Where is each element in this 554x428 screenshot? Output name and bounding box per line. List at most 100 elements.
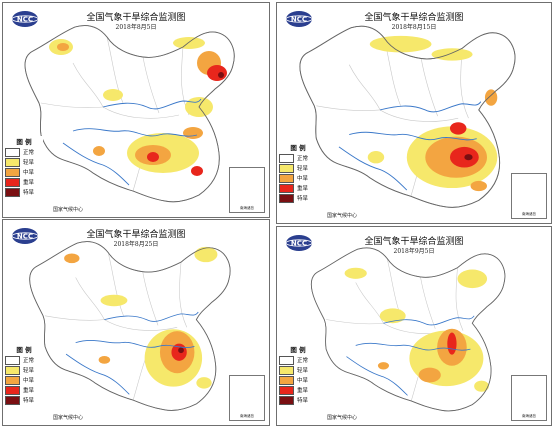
river — [75, 340, 195, 348]
china-border — [299, 25, 516, 208]
legend-swatch — [5, 157, 20, 167]
legend-swatch — [279, 385, 294, 395]
province-boundary — [316, 105, 381, 112]
legend-item: 轻旱 — [279, 163, 317, 173]
drought-area-light — [100, 294, 128, 307]
legend-label: 特旱 — [297, 196, 309, 202]
legend-item: 特旱 — [5, 187, 43, 197]
drought-area-light — [431, 48, 473, 61]
legend-label: 特旱 — [297, 398, 309, 404]
legend-label: 重旱 — [23, 388, 35, 394]
province-boundary — [326, 319, 384, 325]
legend-label: 轻旱 — [23, 368, 35, 374]
agency-label: 国家气候中心 — [327, 213, 358, 219]
legend-label: 正常 — [297, 156, 309, 162]
drought-map-panel-3: NCC 全国气象干旱综合监测图 2018年8月25日 图 例 正常 轻旱 中旱 重旱特… — [2, 219, 270, 426]
legend-label: 特旱 — [23, 190, 35, 196]
legend-label: 特旱 — [23, 398, 35, 404]
province-boundary — [75, 277, 105, 320]
map-legend: 图 例 正常 轻旱 中旱 重旱 特旱 — [279, 142, 317, 203]
legend-label: 轻旱 — [297, 166, 309, 172]
province-boundary — [455, 267, 464, 331]
drought-map-panel-1: NCC 全国气象干旱综合监测图 2018年8月5日 图 例 正常 轻旱 中旱 重旱 特旱… — [2, 2, 270, 218]
inset-label: 南海诸岛 — [522, 414, 536, 418]
legend-title: 图 例 — [290, 144, 306, 152]
ncc-logo-icon: NCC — [285, 235, 313, 251]
legend-item: 正常 — [279, 153, 317, 163]
legend-title: 图 例 — [290, 346, 306, 354]
china-map-1 — [24, 25, 235, 203]
legend-swatch — [5, 365, 20, 375]
legend-swatch — [5, 177, 20, 187]
river — [379, 101, 482, 113]
legend-item: 中旱 — [5, 375, 43, 385]
legend-swatch — [5, 147, 20, 157]
legend-swatch — [5, 167, 20, 177]
legend-title: 图 例 — [16, 138, 32, 146]
drought-area-light — [474, 380, 489, 392]
legend-swatch — [279, 375, 294, 385]
drought-area-moderate — [183, 127, 203, 139]
south-china-sea-inset: 南海诸岛 — [229, 167, 265, 213]
drought-area-moderate — [377, 362, 390, 370]
china-border — [310, 247, 506, 412]
legend-item: 中旱 — [279, 375, 317, 385]
drought-area-moderate — [470, 180, 487, 192]
legend-swatch — [279, 163, 294, 173]
drought-area-severe — [207, 65, 227, 81]
drought-area-extreme — [464, 154, 473, 161]
legend-item: 中旱 — [279, 173, 317, 183]
ncc-logo-icon: NCC — [11, 228, 39, 244]
map-date: 2018年9月5日 — [393, 248, 435, 255]
map-date: 2018年8月25日 — [113, 241, 159, 248]
legend-label: 中旱 — [23, 170, 35, 176]
drought-area-light — [103, 89, 123, 101]
river — [102, 98, 202, 110]
svg-text:NCC: NCC — [17, 16, 33, 24]
legend-item: 正常 — [5, 355, 43, 365]
river — [349, 131, 477, 141]
ncc-logo-icon: NCC — [11, 11, 39, 27]
drought-area-light — [173, 37, 205, 49]
drought-area-severe — [449, 122, 467, 135]
china-map-3 — [29, 241, 231, 411]
legend-item: 特旱 — [279, 193, 317, 203]
drought-area-moderate — [418, 367, 441, 383]
china-border — [29, 241, 231, 411]
province-boundary — [44, 315, 105, 321]
legend-swatch — [279, 153, 294, 163]
china-outline — [299, 25, 516, 208]
drought-area-light — [379, 308, 406, 324]
province-boundary — [179, 262, 188, 328]
drought-area-severe — [447, 332, 457, 355]
drought-map-panel-2: NCC 全国气象干旱综合监测图 2018年8月15日 图 例 正常 轻旱 中旱 重旱特… — [276, 2, 552, 224]
legend-swatch — [279, 395, 294, 405]
legend-swatch — [279, 183, 294, 193]
map-date: 2018年8月5日 — [115, 24, 157, 31]
river — [65, 353, 130, 395]
legend-item: 正常 — [5, 147, 43, 157]
river — [72, 128, 198, 137]
drought-area-severe — [147, 152, 159, 162]
china-map-4 — [310, 247, 506, 412]
legend-item: 重旱 — [279, 385, 317, 395]
river — [346, 356, 408, 396]
drought-area-moderate — [484, 89, 498, 106]
south-china-sea-inset: 南海诸岛 — [229, 375, 265, 421]
legend-item: 特旱 — [5, 395, 43, 405]
svg-text:NCC: NCC — [17, 233, 33, 241]
province-boundary — [107, 252, 124, 316]
map-title: 全国气象干旱综合监测图 — [364, 13, 464, 23]
legend-title: 图 例 — [16, 346, 32, 354]
drought-area-light — [457, 269, 488, 289]
river — [104, 311, 199, 322]
drought-area-light — [196, 377, 212, 389]
legend-label: 轻旱 — [23, 160, 35, 166]
drought-area-moderate — [93, 146, 105, 156]
legend-label: 中旱 — [23, 378, 35, 384]
china-map-2 — [299, 25, 516, 208]
inset-label: 南海诸岛 — [240, 414, 254, 418]
agency-label: 国家气候中心 — [53, 207, 84, 213]
drought-area-moderate — [57, 43, 69, 51]
river — [355, 342, 471, 351]
